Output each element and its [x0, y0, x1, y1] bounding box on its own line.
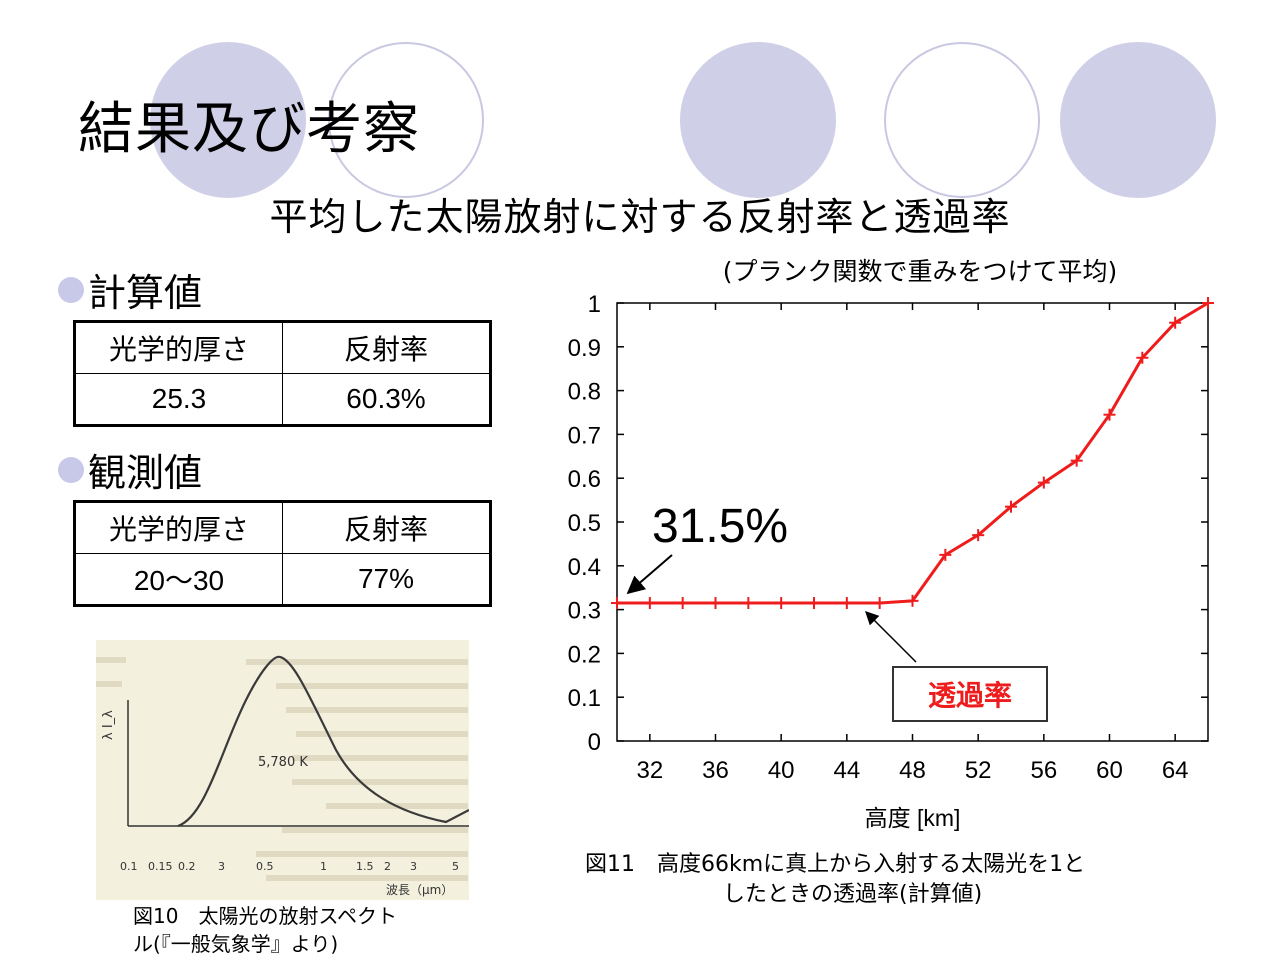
figure11-caption-line1: 図11 高度66kmに真上から入射する太陽光を1と [585, 852, 1086, 877]
data-point [742, 597, 755, 610]
spectrum-tick: 5 [452, 860, 459, 873]
decor-circle-2 [328, 42, 484, 198]
data-point [972, 529, 985, 542]
table-row: 25.3 60.3% [74, 373, 491, 426]
obs-header-reflectance: 反射率 [282, 501, 491, 554]
x-tick-label: 44 [833, 757, 860, 784]
bullet-dot-icon [58, 456, 84, 483]
table-row: 光学的厚さ 反射率 [74, 321, 491, 374]
data-point [643, 597, 656, 610]
figure10-caption-line1: 図10 太陽光の放射スペクト [133, 904, 398, 928]
y-tick-label: 0.1 [568, 685, 601, 712]
series-label-box [892, 666, 1048, 722]
data-point [840, 597, 853, 610]
y-tick-label: 0.4 [568, 554, 601, 581]
data-point [906, 594, 919, 607]
table-row: 光学的厚さ 反射率 [74, 501, 491, 554]
obs-table: 光学的厚さ 反射率 20〜30 77% [73, 500, 492, 607]
table-row: 20〜30 77% [74, 553, 491, 606]
calc-value-thickness: 25.3 [74, 373, 283, 426]
x-axis-label: 高度 [km] [865, 805, 961, 831]
y-tick-label: 0.8 [568, 379, 601, 406]
y-tick-label: 0.6 [568, 466, 601, 493]
data-point [1070, 454, 1083, 467]
obs-heading: 観測値 [88, 451, 203, 495]
annotation-31-5-percent: 31.5% [652, 500, 788, 553]
spectrum-ylabel: λ I_λ [101, 710, 116, 740]
spectrum-xlabel: 波長（μm） [386, 883, 453, 897]
calc-header-reflectance: 反射率 [282, 321, 491, 374]
slide-title: 結果及び考察 [78, 97, 420, 162]
data-point [939, 548, 952, 561]
y-tick-label: 0.2 [568, 641, 601, 668]
x-tick-label: 60 [1096, 757, 1123, 784]
series-label-transmittance: 透過率 [928, 679, 1012, 712]
decor-circle-4 [884, 42, 1040, 198]
obs-bullet: 観測値 [58, 442, 202, 497]
solar-spectrum-figure: λ I_λ 5,780 K 0.1 0.15 0.2 3 0.5 1 1.5 2… [96, 640, 469, 900]
spectrum-tick: 3 [218, 860, 225, 873]
x-tick-label: 40 [768, 757, 795, 784]
spectrum-tick: 2 [384, 860, 391, 873]
figure11-caption: 図11 高度66kmに真上から入射する太陽光を1と したときの透過率(計算値) [585, 850, 1205, 910]
calc-header-thickness: 光学的厚さ [74, 321, 283, 374]
data-point [709, 597, 722, 610]
spectrum-tick: 1 [320, 860, 327, 873]
annotation-arrow-left [626, 554, 673, 595]
x-tick-label: 48 [899, 757, 926, 784]
data-point [1202, 297, 1214, 309]
spectrum-tick: 0.2 [178, 860, 196, 873]
obs-value-thickness: 20〜30 [74, 553, 283, 606]
spectrum-tick: 0.15 [148, 860, 173, 873]
decor-circle-1 [150, 42, 306, 198]
figure10-caption: 図10 太陽光の放射スペクト ル(『一般気象学』より) [133, 902, 397, 958]
decor-circle-5 [1060, 42, 1216, 198]
calc-table: 光学的厚さ 反射率 25.3 60.3% [73, 320, 492, 427]
spectrum-tick: 1.5 [356, 860, 374, 873]
data-point [775, 597, 788, 610]
spectrum-tick: 0.5 [256, 860, 274, 873]
figure10-caption-line2: ル(『一般気象学』より) [133, 932, 339, 956]
data-point [873, 597, 886, 610]
chart-title: (プランク関数で重みをつけて平均) [723, 257, 1118, 286]
spectrum-tick: 3 [410, 860, 417, 873]
calc-value-reflectance: 60.3% [282, 373, 491, 426]
data-point [611, 597, 623, 610]
series-line-transmittance [617, 301, 1209, 605]
y-tick-label: 0.5 [568, 510, 601, 537]
data-point [1005, 500, 1017, 513]
data-point [1037, 476, 1050, 489]
x-tick-label: 64 [1162, 757, 1189, 784]
y-tick-label: 1 [588, 291, 601, 318]
x-tick-label: 56 [1030, 757, 1057, 784]
calc-heading: 計算値 [88, 271, 203, 315]
y-tick-label: 0.9 [568, 335, 601, 362]
figure11-caption-line2: したときの透過率(計算値) [723, 882, 983, 907]
data-point [1136, 351, 1149, 364]
data-point [676, 597, 689, 610]
solar-spectrum-svg: λ I_λ 5,780 K 0.1 0.15 0.2 3 0.5 1 1.5 2… [96, 655, 469, 897]
data-point [1103, 408, 1116, 421]
x-tick-label: 32 [636, 757, 663, 784]
bullet-dot-icon [58, 276, 84, 303]
calc-bullet: 計算値 [58, 262, 202, 317]
y-tick-label: 0.3 [568, 598, 601, 625]
y-tick-label: 0.7 [568, 422, 601, 449]
transmittance-chart: (プランク関数で重みをつけて平均) 0 0.1 0.2 0.3 0.4 0.5 0.6 0.7… [568, 257, 1214, 831]
obs-header-thickness: 光学的厚さ [74, 501, 283, 554]
data-point [808, 597, 820, 610]
decor-circle-3 [680, 42, 836, 198]
y-tick-label: 0 [588, 729, 601, 756]
spectrum-peak-label: 5,780 K [258, 755, 308, 770]
obs-value-reflectance: 77% [282, 553, 491, 606]
x-tick-label: 52 [965, 757, 992, 784]
data-point [1169, 316, 1182, 329]
annotation-arrow-series [865, 611, 917, 663]
spectrum-tick: 0.1 [120, 860, 138, 873]
x-tick-label: 36 [702, 757, 729, 784]
slide-subtitle: 平均した太陽放射に対する反射率と透過率 [269, 195, 1011, 239]
